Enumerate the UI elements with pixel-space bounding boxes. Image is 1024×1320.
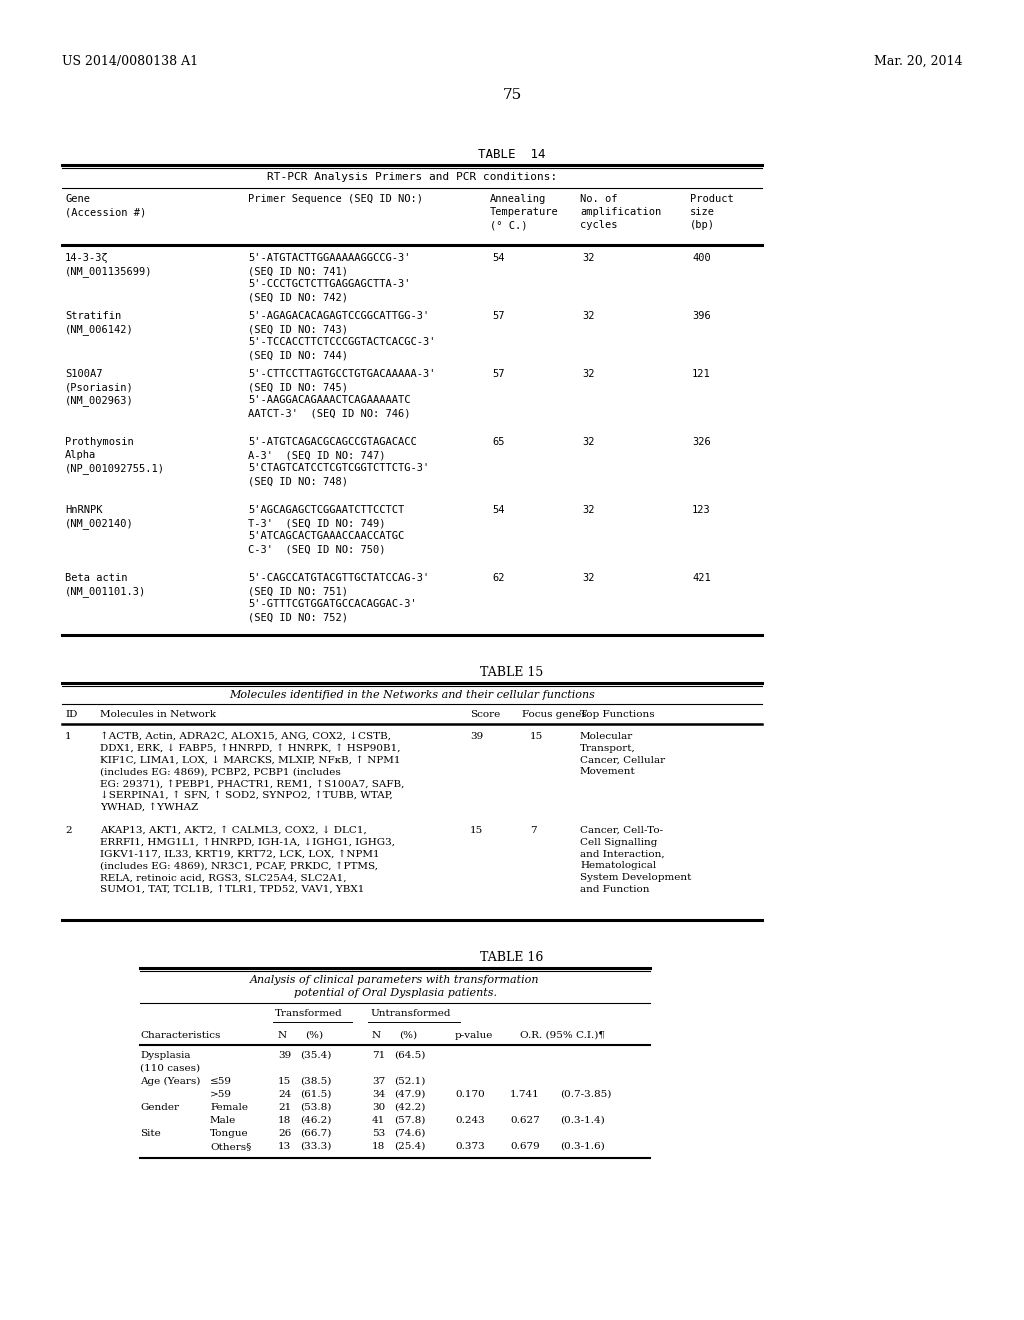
Text: 5'-CAGCCATGTACGTTGCTATCCAG-3'
(SEQ ID NO: 751)
5'-GTTTCGTGGATGCCACAGGAC-3'
(SEQ : 5'-CAGCCATGTACGTTGCTATCCAG-3' (SEQ ID NO… <box>248 573 429 623</box>
Text: S100A7
(Psoriasin)
(NM_002963): S100A7 (Psoriasin) (NM_002963) <box>65 370 134 407</box>
Text: Molecules in Network: Molecules in Network <box>100 710 216 719</box>
Text: (0.3-1.6): (0.3-1.6) <box>560 1142 605 1151</box>
Text: N: N <box>372 1031 381 1040</box>
Text: (61.5): (61.5) <box>300 1090 332 1100</box>
Text: 53: 53 <box>372 1129 385 1138</box>
Text: (0.3-1.4): (0.3-1.4) <box>560 1115 605 1125</box>
Text: 1: 1 <box>65 733 72 741</box>
Text: Analysis of clinical parameters with transformation
potential of Oral Dysplasia : Analysis of clinical parameters with tra… <box>250 975 540 998</box>
Text: 0.679: 0.679 <box>510 1142 540 1151</box>
Text: 75: 75 <box>503 88 521 102</box>
Text: 14-3-3ζ
(NM_001135699): 14-3-3ζ (NM_001135699) <box>65 253 153 277</box>
Text: (52.1): (52.1) <box>394 1077 425 1086</box>
Text: Mar. 20, 2014: Mar. 20, 2014 <box>873 55 962 69</box>
Text: TABLE 15: TABLE 15 <box>480 667 544 678</box>
Text: Primer Sequence (SEQ ID NO:): Primer Sequence (SEQ ID NO:) <box>248 194 423 205</box>
Text: HnRNPK
(NM_002140): HnRNPK (NM_002140) <box>65 506 134 529</box>
Text: 121: 121 <box>692 370 711 379</box>
Text: 32: 32 <box>582 437 595 447</box>
Text: (53.8): (53.8) <box>300 1104 332 1111</box>
Text: Molecules identified in the Networks and their cellular functions: Molecules identified in the Networks and… <box>229 690 595 700</box>
Text: 0.373: 0.373 <box>455 1142 484 1151</box>
Text: Others§: Others§ <box>210 1142 251 1151</box>
Text: 5'-ATGTCAGACGCAGCCGTAGACACC
A-3'  (SEQ ID NO: 747)
5'CTAGTCATCCTCGTCGGTCTTCTG-3': 5'-ATGTCAGACGCAGCCGTAGACACC A-3' (SEQ ID… <box>248 437 429 487</box>
Text: 65: 65 <box>492 437 505 447</box>
Text: (64.5): (64.5) <box>394 1051 425 1060</box>
Text: Molecular
Transport,
Cancer, Cellular
Movement: Molecular Transport, Cancer, Cellular Mo… <box>580 733 666 776</box>
Text: 13: 13 <box>278 1142 291 1151</box>
Text: N: N <box>278 1031 287 1040</box>
Text: 15: 15 <box>530 733 544 741</box>
Text: (74.6): (74.6) <box>394 1129 425 1138</box>
Text: (%): (%) <box>399 1031 417 1040</box>
Text: 0.170: 0.170 <box>455 1090 484 1100</box>
Text: 421: 421 <box>692 573 711 583</box>
Text: (110 cases): (110 cases) <box>140 1064 200 1073</box>
Text: >59: >59 <box>210 1090 232 1100</box>
Text: ≤59: ≤59 <box>210 1077 232 1086</box>
Text: 2: 2 <box>65 826 72 836</box>
Text: (57.8): (57.8) <box>394 1115 425 1125</box>
Text: Site: Site <box>140 1129 161 1138</box>
Text: Characteristics: Characteristics <box>140 1031 220 1040</box>
Text: Focus genes: Focus genes <box>522 710 587 719</box>
Text: Stratifin
(NM_006142): Stratifin (NM_006142) <box>65 312 134 335</box>
Text: (%): (%) <box>305 1031 324 1040</box>
Text: p-value: p-value <box>455 1031 494 1040</box>
Text: 7: 7 <box>530 826 537 836</box>
Text: (0.7-3.85): (0.7-3.85) <box>560 1090 611 1100</box>
Text: 54: 54 <box>492 506 505 515</box>
Text: 1.741: 1.741 <box>510 1090 540 1100</box>
Text: 39: 39 <box>470 733 483 741</box>
Text: 396: 396 <box>692 312 711 321</box>
Text: 32: 32 <box>582 370 595 379</box>
Text: (35.4): (35.4) <box>300 1051 332 1060</box>
Text: 34: 34 <box>372 1090 385 1100</box>
Text: 32: 32 <box>582 253 595 263</box>
Text: 30: 30 <box>372 1104 385 1111</box>
Text: (42.2): (42.2) <box>394 1104 425 1111</box>
Text: Gene
(Accession #): Gene (Accession #) <box>65 194 146 218</box>
Text: Female: Female <box>210 1104 248 1111</box>
Text: ↑ACTB, Actin, ADRA2C, ALOX15, ANG, COX2, ↓CSTB,
DDX1, ERK, ↓ FABP5, ↑HNRPD, ↑ HN: ↑ACTB, Actin, ADRA2C, ALOX15, ANG, COX2,… <box>100 733 404 812</box>
Text: Top Functions: Top Functions <box>580 710 654 719</box>
Text: 62: 62 <box>492 573 505 583</box>
Text: (25.4): (25.4) <box>394 1142 425 1151</box>
Text: Age (Years): Age (Years) <box>140 1077 201 1086</box>
Text: (38.5): (38.5) <box>300 1077 332 1086</box>
Text: 18: 18 <box>372 1142 385 1151</box>
Text: Dysplasia: Dysplasia <box>140 1051 190 1060</box>
Text: 32: 32 <box>582 573 595 583</box>
Text: (46.2): (46.2) <box>300 1115 332 1125</box>
Text: TABLE 16: TABLE 16 <box>480 950 544 964</box>
Text: (47.9): (47.9) <box>394 1090 425 1100</box>
Text: 41: 41 <box>372 1115 385 1125</box>
Text: 326: 326 <box>692 437 711 447</box>
Text: ID: ID <box>65 710 78 719</box>
Text: 26: 26 <box>278 1129 291 1138</box>
Text: 39: 39 <box>278 1051 291 1060</box>
Text: 37: 37 <box>372 1077 385 1086</box>
Text: 5'-CTTCCTTAGTGCCTGTGACAAAAA-3'
(SEQ ID NO: 745)
5'-AAGGACAGAAACTCAGAAAAATC
AATCT: 5'-CTTCCTTAGTGCCTGTGACAAAAA-3' (SEQ ID N… <box>248 370 435 418</box>
Text: US 2014/0080138 A1: US 2014/0080138 A1 <box>62 55 198 69</box>
Text: Score: Score <box>470 710 501 719</box>
Text: No. of
amplification
cycles: No. of amplification cycles <box>580 194 662 231</box>
Text: 54: 54 <box>492 253 505 263</box>
Text: RT-PCR Analysis Primers and PCR conditions:: RT-PCR Analysis Primers and PCR conditio… <box>267 172 557 182</box>
Text: 32: 32 <box>582 312 595 321</box>
Text: Transformed: Transformed <box>275 1008 343 1018</box>
Text: 21: 21 <box>278 1104 291 1111</box>
Text: Annealing
Temperature
(° C.): Annealing Temperature (° C.) <box>490 194 559 231</box>
Text: 15: 15 <box>470 826 483 836</box>
Text: Male: Male <box>210 1115 237 1125</box>
Text: Tongue: Tongue <box>210 1129 249 1138</box>
Text: 71: 71 <box>372 1051 385 1060</box>
Text: 400: 400 <box>692 253 711 263</box>
Text: 18: 18 <box>278 1115 291 1125</box>
Text: 5'-ATGTACTTGGAAAAAGGCCG-3'
(SEQ ID NO: 741)
5'-CCCTGCTCTTGAGGAGCTTA-3'
(SEQ ID N: 5'-ATGTACTTGGAAAAAGGCCG-3' (SEQ ID NO: 7… <box>248 253 411 302</box>
Text: (33.3): (33.3) <box>300 1142 332 1151</box>
Text: O.R. (95% C.I.)¶: O.R. (95% C.I.)¶ <box>520 1031 605 1040</box>
Text: AKAP13, AKT1, AKT2, ↑ CALML3, COX2, ↓ DLC1,
ERRFI1, HMG1L1, ↑HNRPD, IGH-1A, ↓IGH: AKAP13, AKT1, AKT2, ↑ CALML3, COX2, ↓ DL… <box>100 826 395 894</box>
Text: 0.627: 0.627 <box>510 1115 540 1125</box>
Text: 57: 57 <box>492 370 505 379</box>
